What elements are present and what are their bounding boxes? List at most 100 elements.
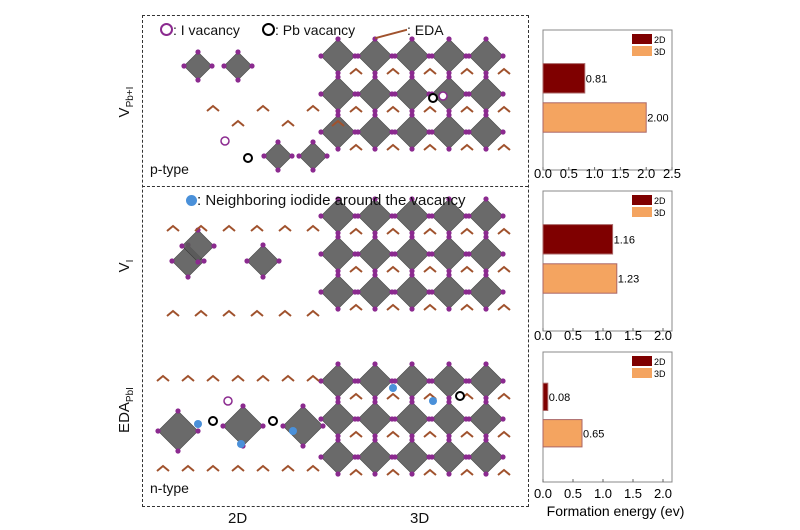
iodide-atom (372, 395, 378, 401)
eda-molecule (256, 104, 270, 112)
tick-label: 1.5 (611, 166, 629, 181)
iodide-atom (318, 91, 324, 97)
iodide-atom (335, 272, 341, 278)
neighbor-iodide (289, 427, 297, 435)
iodide-atom (466, 416, 472, 422)
iodide-atom (335, 471, 341, 477)
eda-molecule (349, 105, 363, 113)
iodide-atom (446, 471, 452, 477)
bar-3D (542, 102, 647, 133)
legend-neighbor: : Neighboring iodide around the vacancy (186, 192, 466, 209)
x-axis-label: Formation energy (ev) (547, 503, 685, 519)
eda-molecule (460, 105, 474, 113)
iodide-atom (335, 395, 341, 401)
iodide-atom (335, 433, 341, 439)
octahedron (394, 274, 430, 310)
iodide-atom (446, 395, 452, 401)
iodide-atom (372, 108, 378, 114)
iodide-atom (429, 378, 435, 384)
iodide-atom (392, 251, 398, 257)
eda-molecule (206, 374, 220, 382)
iodide-atom (429, 454, 435, 460)
eda-molecule (497, 143, 511, 151)
iodide-atom (483, 36, 489, 42)
iodide-atom (392, 53, 398, 59)
eda-molecule (386, 67, 400, 75)
row-label-vi: VI (116, 236, 136, 296)
iodide-atom (335, 112, 341, 118)
iodide-atom (318, 129, 324, 135)
data-label: 0.81 (586, 73, 607, 85)
octahedron (357, 236, 393, 272)
iodide-atom (409, 272, 415, 278)
tick-label: 1.5 (624, 328, 642, 343)
eda-molecule (194, 224, 208, 232)
iodide-atom (409, 471, 415, 477)
tick-label: 1.0 (594, 328, 612, 343)
iodide-atom (409, 36, 415, 42)
eda-molecule (281, 374, 295, 382)
eda-molecule (156, 464, 170, 472)
eda-molecule (497, 227, 511, 235)
octahedron (357, 363, 393, 399)
octahedron (468, 274, 504, 310)
iodide-atom (483, 230, 489, 236)
legend-label: 3D (654, 369, 666, 379)
i-vacancy-icon (160, 23, 173, 36)
eda-molecule (460, 303, 474, 311)
iodide-atom (355, 53, 361, 59)
iodide-atom (355, 416, 361, 422)
iodide-atom (392, 91, 398, 97)
iodide-atom (318, 213, 324, 219)
octahedron (357, 274, 393, 310)
iodide-atom (201, 258, 207, 264)
iodide-atom (429, 416, 435, 422)
iodide-atom (500, 129, 506, 135)
tick-label: 1.0 (594, 486, 612, 501)
iodide-atom (260, 274, 266, 280)
eda-molecule (497, 303, 511, 311)
octahedron (320, 38, 356, 74)
pb-vacancy (268, 416, 278, 426)
tick-label: 0.5 (560, 166, 578, 181)
i-vacancy (223, 396, 233, 406)
octahedron (431, 401, 467, 437)
octahedron (320, 274, 356, 310)
tick-label: 1.0 (586, 166, 604, 181)
iodide-atom (446, 108, 452, 114)
iodide-atom (318, 378, 324, 384)
iodide-atom (355, 91, 361, 97)
octahedron (431, 236, 467, 272)
eda-molecule (460, 227, 474, 235)
iodide-atom (483, 361, 489, 367)
iodide-atom (289, 153, 295, 159)
eda-molecule (256, 374, 270, 382)
octahedron (468, 76, 504, 112)
data-label: 1.23 (618, 274, 639, 286)
iodide-atom (500, 53, 506, 59)
eda-molecule (349, 143, 363, 151)
iodide-atom (221, 63, 227, 69)
octahedron (222, 405, 264, 447)
octahedron (394, 76, 430, 112)
bar-3D (542, 263, 618, 294)
eda-molecule (497, 468, 511, 476)
octahedron (394, 38, 430, 74)
eda-molecule (497, 67, 511, 75)
octahedron (298, 141, 328, 171)
legend-label: 2D (654, 357, 666, 367)
octahedron (246, 244, 280, 278)
tick-label: 2.0 (637, 166, 655, 181)
label-sub: Pb+I (125, 86, 136, 108)
legend-label: : I vacancy (173, 22, 240, 38)
p-type-label: p-type (150, 161, 189, 177)
eda-molecule (423, 67, 437, 75)
eda-molecule (349, 227, 363, 235)
legend-swatch-3D (632, 368, 652, 378)
i-vacancy (220, 136, 230, 146)
iodide-atom (318, 289, 324, 295)
label-main: V (116, 262, 133, 273)
octahedron (320, 401, 356, 437)
iodide-atom (335, 361, 341, 367)
